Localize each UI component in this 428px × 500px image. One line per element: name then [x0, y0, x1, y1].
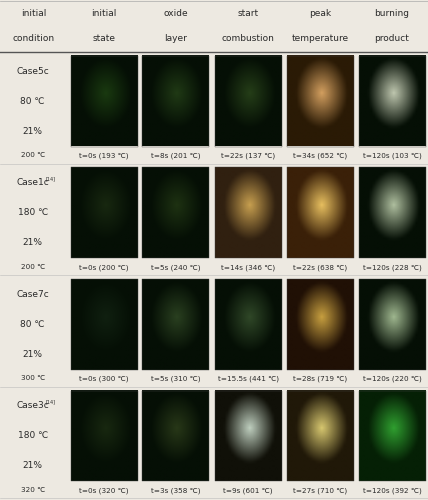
- Text: [14]: [14]: [46, 176, 56, 181]
- Text: Case3c: Case3c: [16, 401, 49, 410]
- Bar: [71, 279, 137, 370]
- Bar: [143, 279, 209, 370]
- Text: 21%: 21%: [23, 350, 43, 359]
- Bar: [143, 56, 209, 146]
- Text: t=120s (103 ℃): t=120s (103 ℃): [363, 152, 422, 159]
- Text: temperature: temperature: [291, 34, 348, 43]
- Bar: [214, 390, 282, 481]
- Bar: [71, 56, 137, 146]
- Text: t=120s (392 ℃): t=120s (392 ℃): [363, 487, 422, 494]
- Text: 320 ℃: 320 ℃: [21, 487, 45, 493]
- Text: t=9s (601 ℃): t=9s (601 ℃): [223, 487, 273, 494]
- Text: state: state: [92, 34, 116, 43]
- Text: 21%: 21%: [23, 462, 43, 470]
- Text: t=120s (220 ℃): t=120s (220 ℃): [363, 376, 422, 382]
- Text: Case7c: Case7c: [16, 290, 49, 298]
- Bar: [359, 279, 425, 370]
- Bar: [71, 390, 137, 481]
- Text: 200 ℃: 200 ℃: [21, 264, 45, 270]
- Text: t=0s (200 ℃): t=0s (200 ℃): [79, 264, 129, 270]
- Bar: [71, 168, 137, 258]
- Text: 21%: 21%: [23, 127, 43, 136]
- Text: product: product: [374, 34, 410, 43]
- Text: peak: peak: [309, 8, 331, 18]
- Text: 21%: 21%: [23, 238, 43, 248]
- Text: t=28s (719 ℃): t=28s (719 ℃): [293, 376, 347, 382]
- Text: Case5c: Case5c: [16, 66, 49, 76]
- Text: condition: condition: [13, 34, 55, 43]
- Bar: [286, 56, 354, 146]
- Text: initial: initial: [21, 8, 47, 18]
- Bar: [359, 168, 425, 258]
- Text: initial: initial: [91, 8, 117, 18]
- Text: 80 ℃: 80 ℃: [21, 320, 45, 329]
- Text: t=5s (240 ℃): t=5s (240 ℃): [151, 264, 201, 270]
- Text: t=22s (137 ℃): t=22s (137 ℃): [221, 152, 275, 159]
- Text: t=15.5s (441 ℃): t=15.5s (441 ℃): [217, 376, 279, 382]
- Text: 200 ℃: 200 ℃: [21, 152, 45, 158]
- Text: t=0s (300 ℃): t=0s (300 ℃): [79, 376, 129, 382]
- Text: burning: burning: [374, 8, 410, 18]
- Text: 180 ℃: 180 ℃: [18, 208, 48, 217]
- Bar: [143, 390, 209, 481]
- Text: t=120s (228 ℃): t=120s (228 ℃): [363, 264, 422, 270]
- Bar: [359, 56, 425, 146]
- Bar: [143, 168, 209, 258]
- Text: 180 ℃: 180 ℃: [18, 431, 48, 440]
- Text: t=0s (320 ℃): t=0s (320 ℃): [79, 487, 129, 494]
- Text: 300 ℃: 300 ℃: [21, 376, 45, 382]
- Bar: [214, 279, 282, 370]
- Text: Case1c: Case1c: [16, 178, 49, 187]
- Text: t=22s (638 ℃): t=22s (638 ℃): [293, 264, 347, 270]
- Text: oxide: oxide: [163, 8, 188, 18]
- Text: [14]: [14]: [46, 399, 56, 404]
- Text: t=34s (652 ℃): t=34s (652 ℃): [293, 152, 347, 159]
- Text: t=3s (358 ℃): t=3s (358 ℃): [151, 487, 201, 494]
- Text: combustion: combustion: [222, 34, 274, 43]
- Bar: [359, 390, 425, 481]
- Text: t=8s (201 ℃): t=8s (201 ℃): [151, 152, 201, 159]
- Text: start: start: [238, 8, 259, 18]
- Text: layer: layer: [164, 34, 187, 43]
- Bar: [286, 390, 354, 481]
- Bar: [214, 168, 282, 258]
- Bar: [286, 279, 354, 370]
- Text: 80 ℃: 80 ℃: [21, 97, 45, 106]
- Text: t=14s (346 ℃): t=14s (346 ℃): [221, 264, 275, 270]
- Text: t=5s (310 ℃): t=5s (310 ℃): [151, 376, 201, 382]
- Bar: [214, 56, 282, 146]
- Text: t=0s (193 ℃): t=0s (193 ℃): [79, 152, 129, 159]
- Bar: [286, 168, 354, 258]
- Text: t=27s (710 ℃): t=27s (710 ℃): [293, 487, 347, 494]
